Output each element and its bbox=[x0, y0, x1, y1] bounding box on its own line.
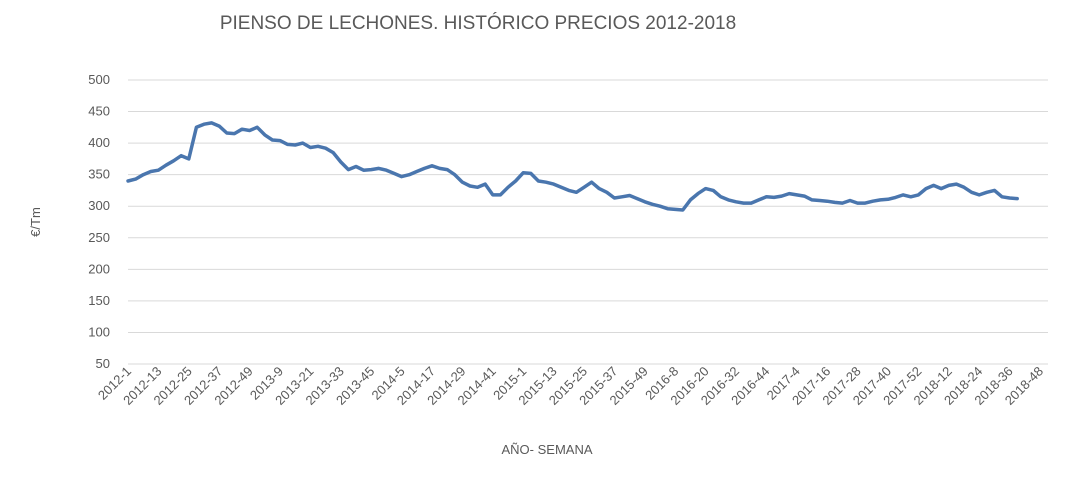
y-tick-label: 500 bbox=[88, 72, 110, 87]
y-tick-label: 100 bbox=[88, 324, 110, 339]
y-tick-label: 250 bbox=[88, 230, 110, 245]
y-axis-label: €/Tm bbox=[28, 207, 43, 237]
data-line bbox=[126, 121, 1019, 212]
x-axis-label: AÑO- SEMANA bbox=[501, 442, 592, 457]
y-tick-label: 200 bbox=[88, 261, 110, 276]
chart-title: PIENSO DE LECHONES. HISTÓRICO PRECIOS 20… bbox=[220, 12, 736, 34]
y-tick-label: 300 bbox=[88, 198, 110, 213]
y-tick-label: 400 bbox=[88, 135, 110, 150]
y-tick-label: 450 bbox=[88, 104, 110, 119]
y-tick-label: 350 bbox=[88, 167, 110, 182]
y-tick-label: 50 bbox=[96, 356, 110, 371]
y-tick-label: 150 bbox=[88, 293, 110, 308]
